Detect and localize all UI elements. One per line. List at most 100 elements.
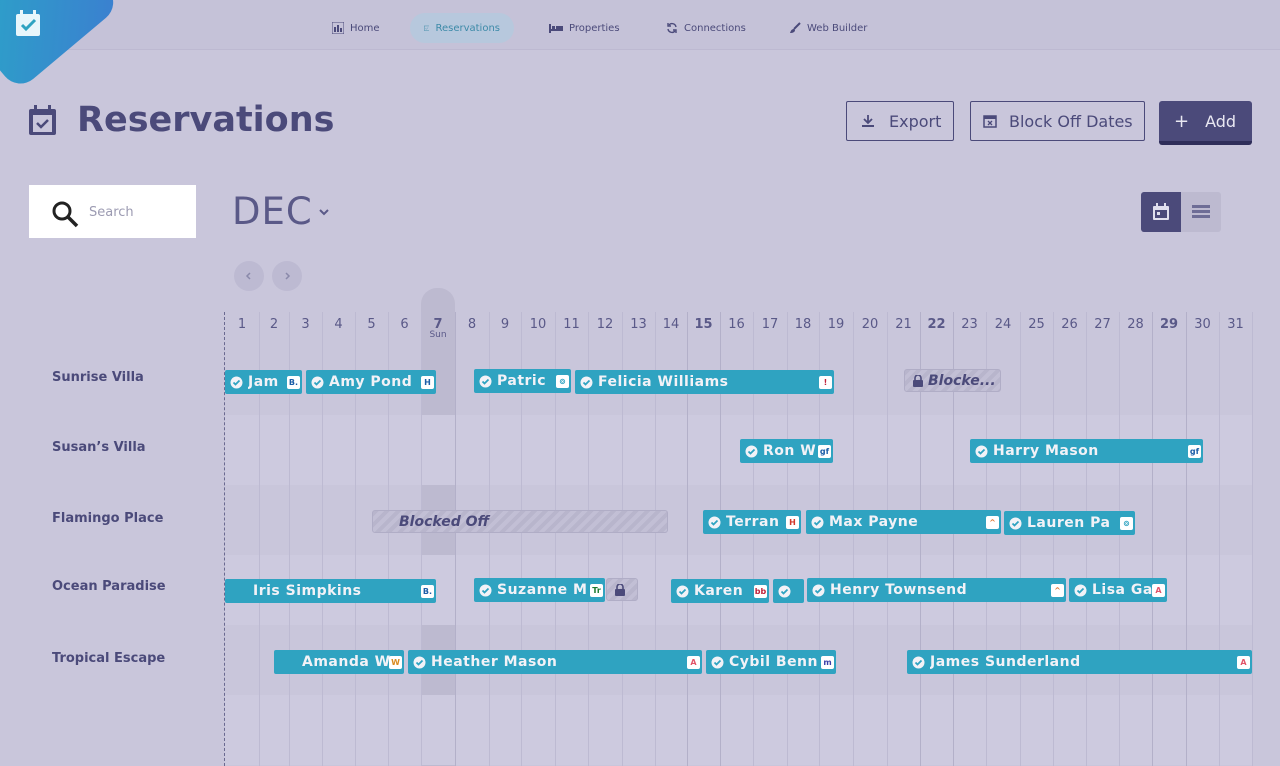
day-number: 1 <box>237 317 247 332</box>
guest-name: Iris Simpkins <box>253 583 362 599</box>
nav-reservations-label: Reservations <box>435 22 500 34</box>
day-number: 31 <box>1227 317 1244 332</box>
reservation-bar[interactable]: Lisa Ga A <box>1069 578 1167 602</box>
nav-reservations[interactable]: Reservations <box>410 13 514 43</box>
reservation-bar[interactable]: Iris Simpkins B. <box>225 579 436 603</box>
reservation-bar[interactable]: Cybil Benn m <box>706 650 836 674</box>
day-number: 20 <box>861 317 879 332</box>
day-number: 13 <box>630 317 647 332</box>
guest-name: Henry Townsend <box>830 582 968 598</box>
list-view-button[interactable] <box>1181 192 1221 232</box>
property-name[interactable]: Susan’s Villa <box>52 440 146 455</box>
day-number: 19 <box>827 317 845 332</box>
guest-name: Amy Pond <box>329 374 413 390</box>
reservation-bar[interactable]: Amy Pond H <box>306 370 436 394</box>
calendar-view-button[interactable] <box>1141 192 1181 232</box>
day-number: 26 <box>1061 317 1078 332</box>
day-number: 14 <box>662 317 680 332</box>
booking-source-icon: bb <box>754 585 767 598</box>
month-selector[interactable]: DEC <box>232 190 313 233</box>
check-circle-icon <box>676 585 689 597</box>
reservation-bar[interactable]: James Sunderland A <box>907 650 1252 674</box>
export-button[interactable]: Export <box>846 101 954 141</box>
nav-web-builder[interactable]: Web Builder <box>775 13 881 43</box>
export-label: Export <box>889 111 942 131</box>
reservation-bar[interactable]: Terran H <box>703 510 801 534</box>
check-circle-icon <box>812 584 825 596</box>
property-name[interactable]: Sunrise Villa <box>52 370 144 385</box>
check-circle-icon <box>912 656 925 668</box>
day-gridline <box>421 312 422 766</box>
day-gridline <box>555 312 556 766</box>
nav-home[interactable]: Home <box>318 13 394 43</box>
reservation-bar[interactable]: Jam B. <box>225 370 302 394</box>
check-circle-icon <box>708 516 721 528</box>
day-gridline <box>753 312 754 766</box>
blocked-dates-bar[interactable]: Blocke... <box>904 369 1001 392</box>
lock-icon <box>913 374 923 387</box>
booking-source-icon: ⊚ <box>1120 517 1133 530</box>
guest-name: Ron W <box>763 443 817 459</box>
blocked-dates-bar[interactable] <box>606 578 638 601</box>
day-gridline <box>622 312 623 766</box>
check-circle-icon <box>479 375 492 387</box>
day-gridline <box>1053 312 1054 766</box>
booking-source-icon: W <box>389 656 402 669</box>
prev-month-button[interactable] <box>234 261 264 291</box>
blocked-dates-bar[interactable]: Blocked Off <box>372 510 668 533</box>
page-title: Reservations <box>77 100 335 140</box>
check-circle-icon <box>975 445 988 457</box>
download-icon <box>862 115 874 127</box>
booking-source-icon: H <box>421 376 434 389</box>
reservation-bar[interactable]: Lauren Pa ⊚ <box>1004 511 1135 535</box>
list-icon <box>1192 205 1210 218</box>
check-circle-icon <box>811 516 824 528</box>
add-button[interactable]: + Add <box>1159 101 1252 145</box>
search-box[interactable]: Search <box>29 185 196 238</box>
reservation-bar[interactable] <box>773 579 804 603</box>
day-gridline <box>1020 312 1021 766</box>
booking-source-icon: A <box>1237 656 1250 669</box>
day-gridline <box>655 312 656 766</box>
reservation-bar[interactable]: Henry Townsend ^ <box>807 578 1066 602</box>
booking-source-icon: A <box>1152 584 1165 597</box>
chevron-down-icon[interactable] <box>317 205 331 219</box>
guest-name: Harry Mason <box>993 443 1099 459</box>
add-label: Add <box>1205 111 1237 131</box>
reservation-bar[interactable]: Felicia Williams! <box>575 370 834 394</box>
day-number: 28 <box>1127 317 1144 332</box>
booking-source-icon: Tr <box>590 584 603 597</box>
booking-source-icon: H <box>786 516 799 529</box>
nav-connections[interactable]: Connections <box>652 13 760 43</box>
day-number: 6 <box>400 317 409 332</box>
day-number: 22 <box>927 317 946 332</box>
reservation-bar[interactable]: Max Payne ^ <box>806 510 1001 534</box>
reservation-bar[interactable]: Harry Mason gf <box>970 439 1203 463</box>
day-number: 21 <box>895 317 912 332</box>
reservation-bar[interactable]: Suzanne M Tr <box>474 578 605 602</box>
reservation-bar[interactable]: Karen bb <box>671 579 769 603</box>
reservation-bar[interactable]: Patric ⊚ <box>474 369 571 393</box>
nav-properties[interactable]: Properties <box>535 13 634 43</box>
day-gridline <box>289 312 290 766</box>
property-name[interactable]: Flamingo Place <box>52 511 164 526</box>
day-number: 2 <box>269 317 279 332</box>
next-month-button[interactable] <box>272 261 302 291</box>
property-name[interactable]: Tropical Escape <box>52 651 166 666</box>
day-gridline <box>521 312 522 766</box>
guest-name: Suzanne M <box>497 582 588 598</box>
calendar-check-logo-icon <box>16 10 40 36</box>
reservation-bar[interactable]: Amanda Wo W <box>274 650 404 674</box>
calendar-check-icon <box>424 25 430 31</box>
block-off-dates-button[interactable]: Block Off Dates <box>970 101 1145 141</box>
guest-name: Cybil Benn <box>729 654 818 670</box>
day-gridline <box>1086 312 1087 766</box>
reservation-bar[interactable]: Heather Mason A <box>408 650 702 674</box>
property-name[interactable]: Ocean Paradise <box>52 579 166 594</box>
day-number: 15 <box>694 317 713 332</box>
bed-icon <box>549 24 563 33</box>
guest-name: Jam <box>248 374 279 390</box>
search-input[interactable]: Search <box>89 205 134 220</box>
day-gridline <box>259 312 260 766</box>
